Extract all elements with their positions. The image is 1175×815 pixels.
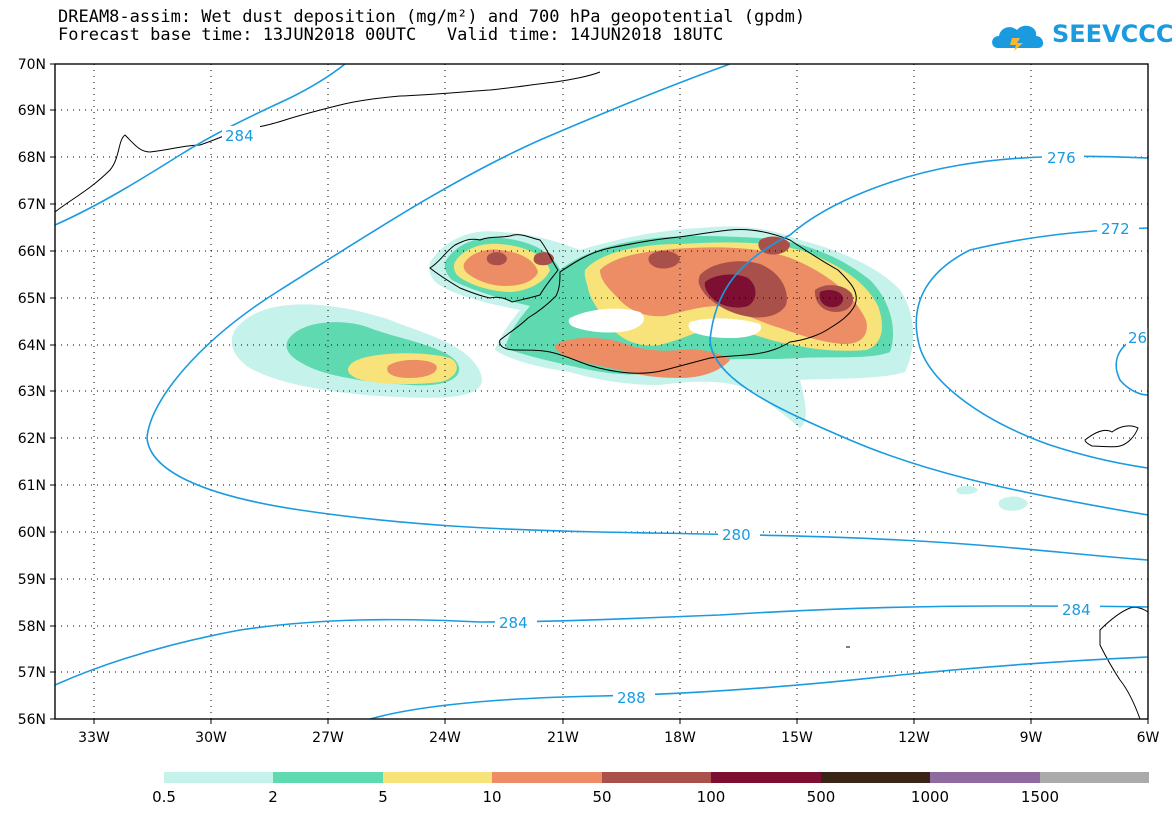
- contour-label: 284: [1062, 601, 1091, 619]
- cloud-logo-icon: [992, 25, 1044, 51]
- lat-label: 58N: [18, 619, 46, 635]
- lon-label: 12W: [898, 730, 930, 746]
- legend-label: 50: [592, 788, 611, 806]
- lat-label: 68N: [18, 150, 46, 166]
- legend-label: 5: [378, 788, 388, 806]
- lat-label: 67N: [18, 197, 46, 213]
- lon-label: 9W: [1020, 730, 1043, 746]
- contour-label: 276: [1047, 149, 1076, 167]
- coastline: [55, 71, 1148, 719]
- lat-label: 66N: [18, 244, 46, 260]
- legend-label: 2: [268, 788, 278, 806]
- lat-label: 70N: [18, 57, 46, 73]
- legend-label: 10: [482, 788, 501, 806]
- legend-swatch: [821, 772, 930, 783]
- legend-labels: 0.5 2 5 10 50 100 500 1000 1500: [152, 788, 1059, 806]
- legend-swatch: [164, 772, 273, 783]
- lon-label: 6W: [1137, 730, 1160, 746]
- lat-label: 56N: [18, 712, 46, 728]
- contour-label: 272: [1101, 220, 1130, 238]
- latitude-labels: 70N 69N 68N 67N 66N 65N 64N 63N 62N 61N …: [18, 57, 46, 728]
- logo-text: SEEVCCC: [1052, 20, 1174, 48]
- legend-swatch: [930, 772, 1040, 783]
- map-title: DREAM8-assim: Wet dust deposition (mg/m²…: [58, 7, 806, 27]
- lat-label: 65N: [18, 291, 46, 307]
- lat-label: 60N: [18, 525, 46, 541]
- legend-label: 500: [807, 788, 836, 806]
- contour-label: 284: [225, 127, 254, 145]
- legend-label: 1500: [1021, 788, 1059, 806]
- lat-label: 62N: [18, 431, 46, 447]
- lat-label: 61N: [18, 478, 46, 494]
- legend-label: 0.5: [152, 788, 176, 806]
- contour-label: 284: [499, 614, 528, 632]
- contour-label: 280: [722, 526, 751, 544]
- legend-swatch: [273, 772, 383, 783]
- lon-label: 27W: [312, 730, 344, 746]
- legend-swatch: [492, 772, 602, 783]
- lat-label: 59N: [18, 572, 46, 588]
- dust-deposition-field: [231, 226, 1028, 511]
- legend-swatch: [711, 772, 821, 783]
- legend-label: 1000: [911, 788, 949, 806]
- axis-ticks: [50, 63, 1149, 724]
- legend-swatch: [383, 772, 492, 783]
- lon-label: 21W: [547, 730, 579, 746]
- lon-label: 18W: [664, 730, 696, 746]
- longitude-labels: 33W 30W 27W 24W 21W 18W 15W 12W 9W 6W: [78, 730, 1159, 746]
- lon-label: 33W: [78, 730, 110, 746]
- lon-label: 24W: [429, 730, 461, 746]
- lon-label: 15W: [781, 730, 813, 746]
- legend-label: 100: [697, 788, 726, 806]
- lat-label: 63N: [18, 384, 46, 400]
- contour-labels: 284 276 272 26 280 284 284 288: [222, 126, 1148, 707]
- lat-label: 69N: [18, 103, 46, 119]
- map-subtitle: Forecast base time: 13JUN2018 00UTC Vali…: [58, 25, 724, 45]
- contour-label: 26: [1128, 329, 1147, 347]
- lat-label: 57N: [18, 665, 46, 681]
- legend-swatch: [1040, 772, 1149, 783]
- color-legend: [164, 772, 1149, 783]
- contour-label: 288: [617, 689, 646, 707]
- lat-label: 64N: [18, 338, 46, 354]
- lon-label: 30W: [195, 730, 227, 746]
- legend-swatch: [602, 772, 711, 783]
